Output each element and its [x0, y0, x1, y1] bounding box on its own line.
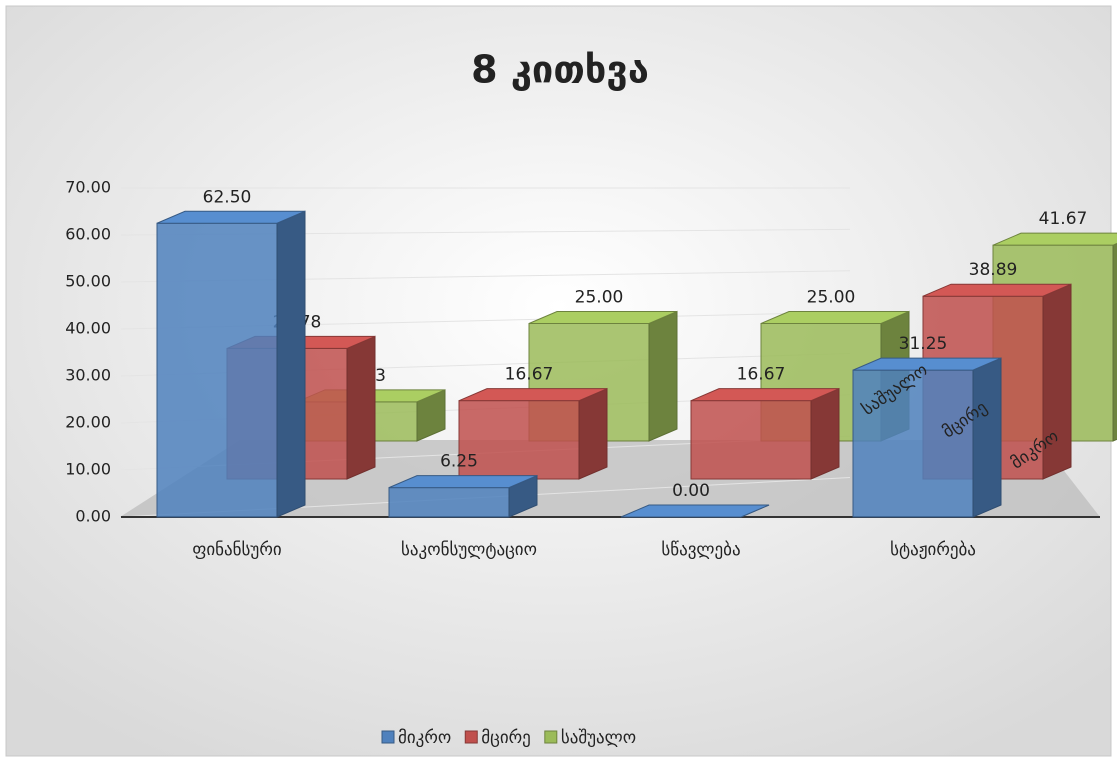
y-tick-label: 30.00: [65, 366, 111, 385]
bar-side: [276, 210, 306, 518]
x-tick-label: ფინანსური: [192, 540, 281, 560]
y-tick-label: 0.00: [75, 507, 111, 526]
legend-swatch: [544, 730, 558, 744]
y-tick-label: 10.00: [65, 460, 111, 479]
legend-swatch: [381, 730, 395, 744]
bar: [852, 369, 974, 518]
bar: [388, 487, 510, 518]
x-tick-label: სტაჟირება: [890, 540, 976, 560]
value-label: 16.67: [505, 365, 554, 385]
legend-swatch: [464, 730, 478, 744]
value-label: 41.67: [1039, 209, 1088, 229]
value-label: 6.25: [440, 452, 478, 472]
bar-group: [458, 387, 608, 480]
bar-top: [388, 475, 538, 489]
bar-top: [922, 283, 1072, 297]
bar-side: [578, 387, 608, 480]
legend-label: საშუალო: [561, 728, 636, 748]
bar-top: [620, 504, 770, 518]
bar-top: [852, 357, 1002, 371]
y-tick-label: 60.00: [65, 225, 111, 244]
value-label: 0.00: [672, 481, 710, 501]
bar-group: [156, 210, 306, 518]
bar-group: [852, 357, 1002, 518]
bar-side: [648, 310, 678, 442]
bar-top: [528, 311, 678, 324]
value-label: 16.67: [737, 365, 786, 385]
chart-title: 8 კითხვა: [471, 48, 649, 92]
y-tick-label: 20.00: [65, 413, 111, 432]
bar: [458, 400, 580, 480]
bar-side: [1112, 242, 1117, 442]
bar: [156, 222, 278, 518]
bar-top: [458, 388, 608, 402]
bar-group: [690, 387, 840, 480]
value-label: 62.50: [203, 187, 252, 207]
value-label: 25.00: [575, 288, 624, 308]
x-tick-label: სწავლება: [661, 540, 740, 560]
value-label: 38.89: [969, 260, 1018, 280]
bar-side: [346, 335, 376, 480]
value-label: 25.00: [807, 288, 856, 308]
x-tick-label: საკონსულტაციო: [401, 540, 537, 560]
y-tick-label: 40.00: [65, 319, 111, 338]
legend-label: მიკრო: [398, 728, 451, 748]
value-label: 31.25: [899, 334, 948, 354]
bar-top: [690, 388, 840, 402]
bar-group: [388, 474, 538, 518]
legend-label: მცირე: [481, 728, 531, 748]
y-tick-label: 70.00: [65, 178, 111, 197]
bar-group: [620, 504, 770, 518]
bar-top: [992, 232, 1117, 246]
bar-side: [972, 357, 1002, 518]
y-tick-label: 50.00: [65, 272, 111, 291]
bar: [690, 400, 812, 480]
bar-side: [810, 387, 840, 480]
bar-top: [156, 210, 306, 224]
bar-top: [760, 311, 910, 324]
